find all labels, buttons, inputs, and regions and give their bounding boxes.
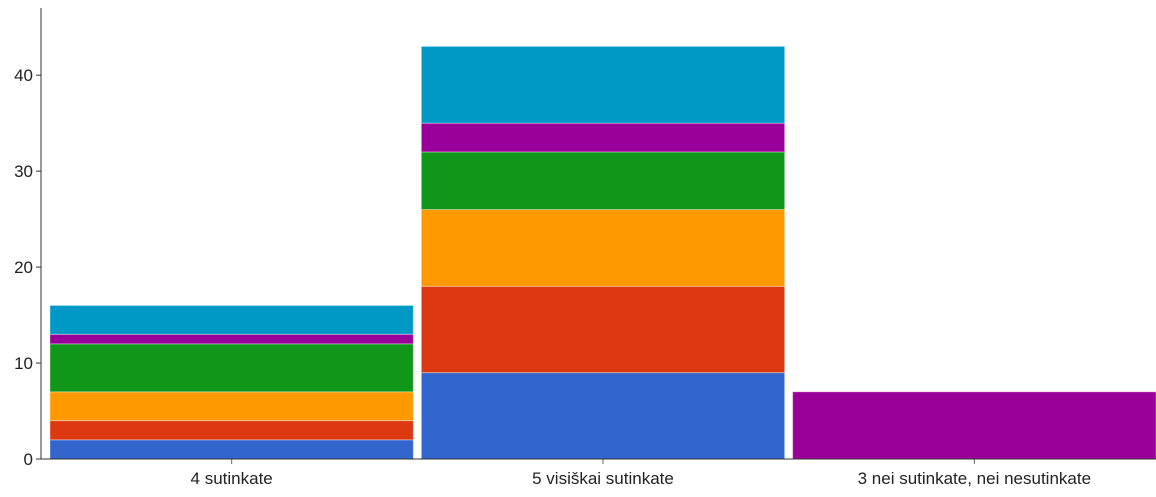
y-tick-label: 10 [14, 354, 33, 373]
y-tick-label: 40 [14, 66, 33, 85]
bar-segment [49, 439, 414, 460]
bar-segment [49, 304, 414, 335]
x-tick-label: 4 sutinkate [191, 469, 273, 488]
x-tick-label: 3 nei sutinkate, nei nesutinkate [858, 469, 1091, 488]
bar-segment [420, 285, 786, 374]
bar-segment [49, 333, 414, 345]
bar-segment [49, 420, 414, 441]
bar-segment [420, 209, 786, 287]
bar-segment [420, 122, 786, 153]
y-tick-label: 0 [24, 450, 33, 469]
y-tick-label: 20 [14, 258, 33, 277]
bar-segment [420, 45, 786, 124]
bar-segment [49, 391, 414, 422]
y-tick-label: 30 [14, 162, 33, 181]
bar-segment [420, 372, 786, 460]
x-tick-label: 5 visiškai sutinkate [532, 469, 674, 488]
bar-segment [792, 391, 1156, 460]
bar-segment [49, 343, 414, 393]
bar-segment [420, 151, 786, 211]
